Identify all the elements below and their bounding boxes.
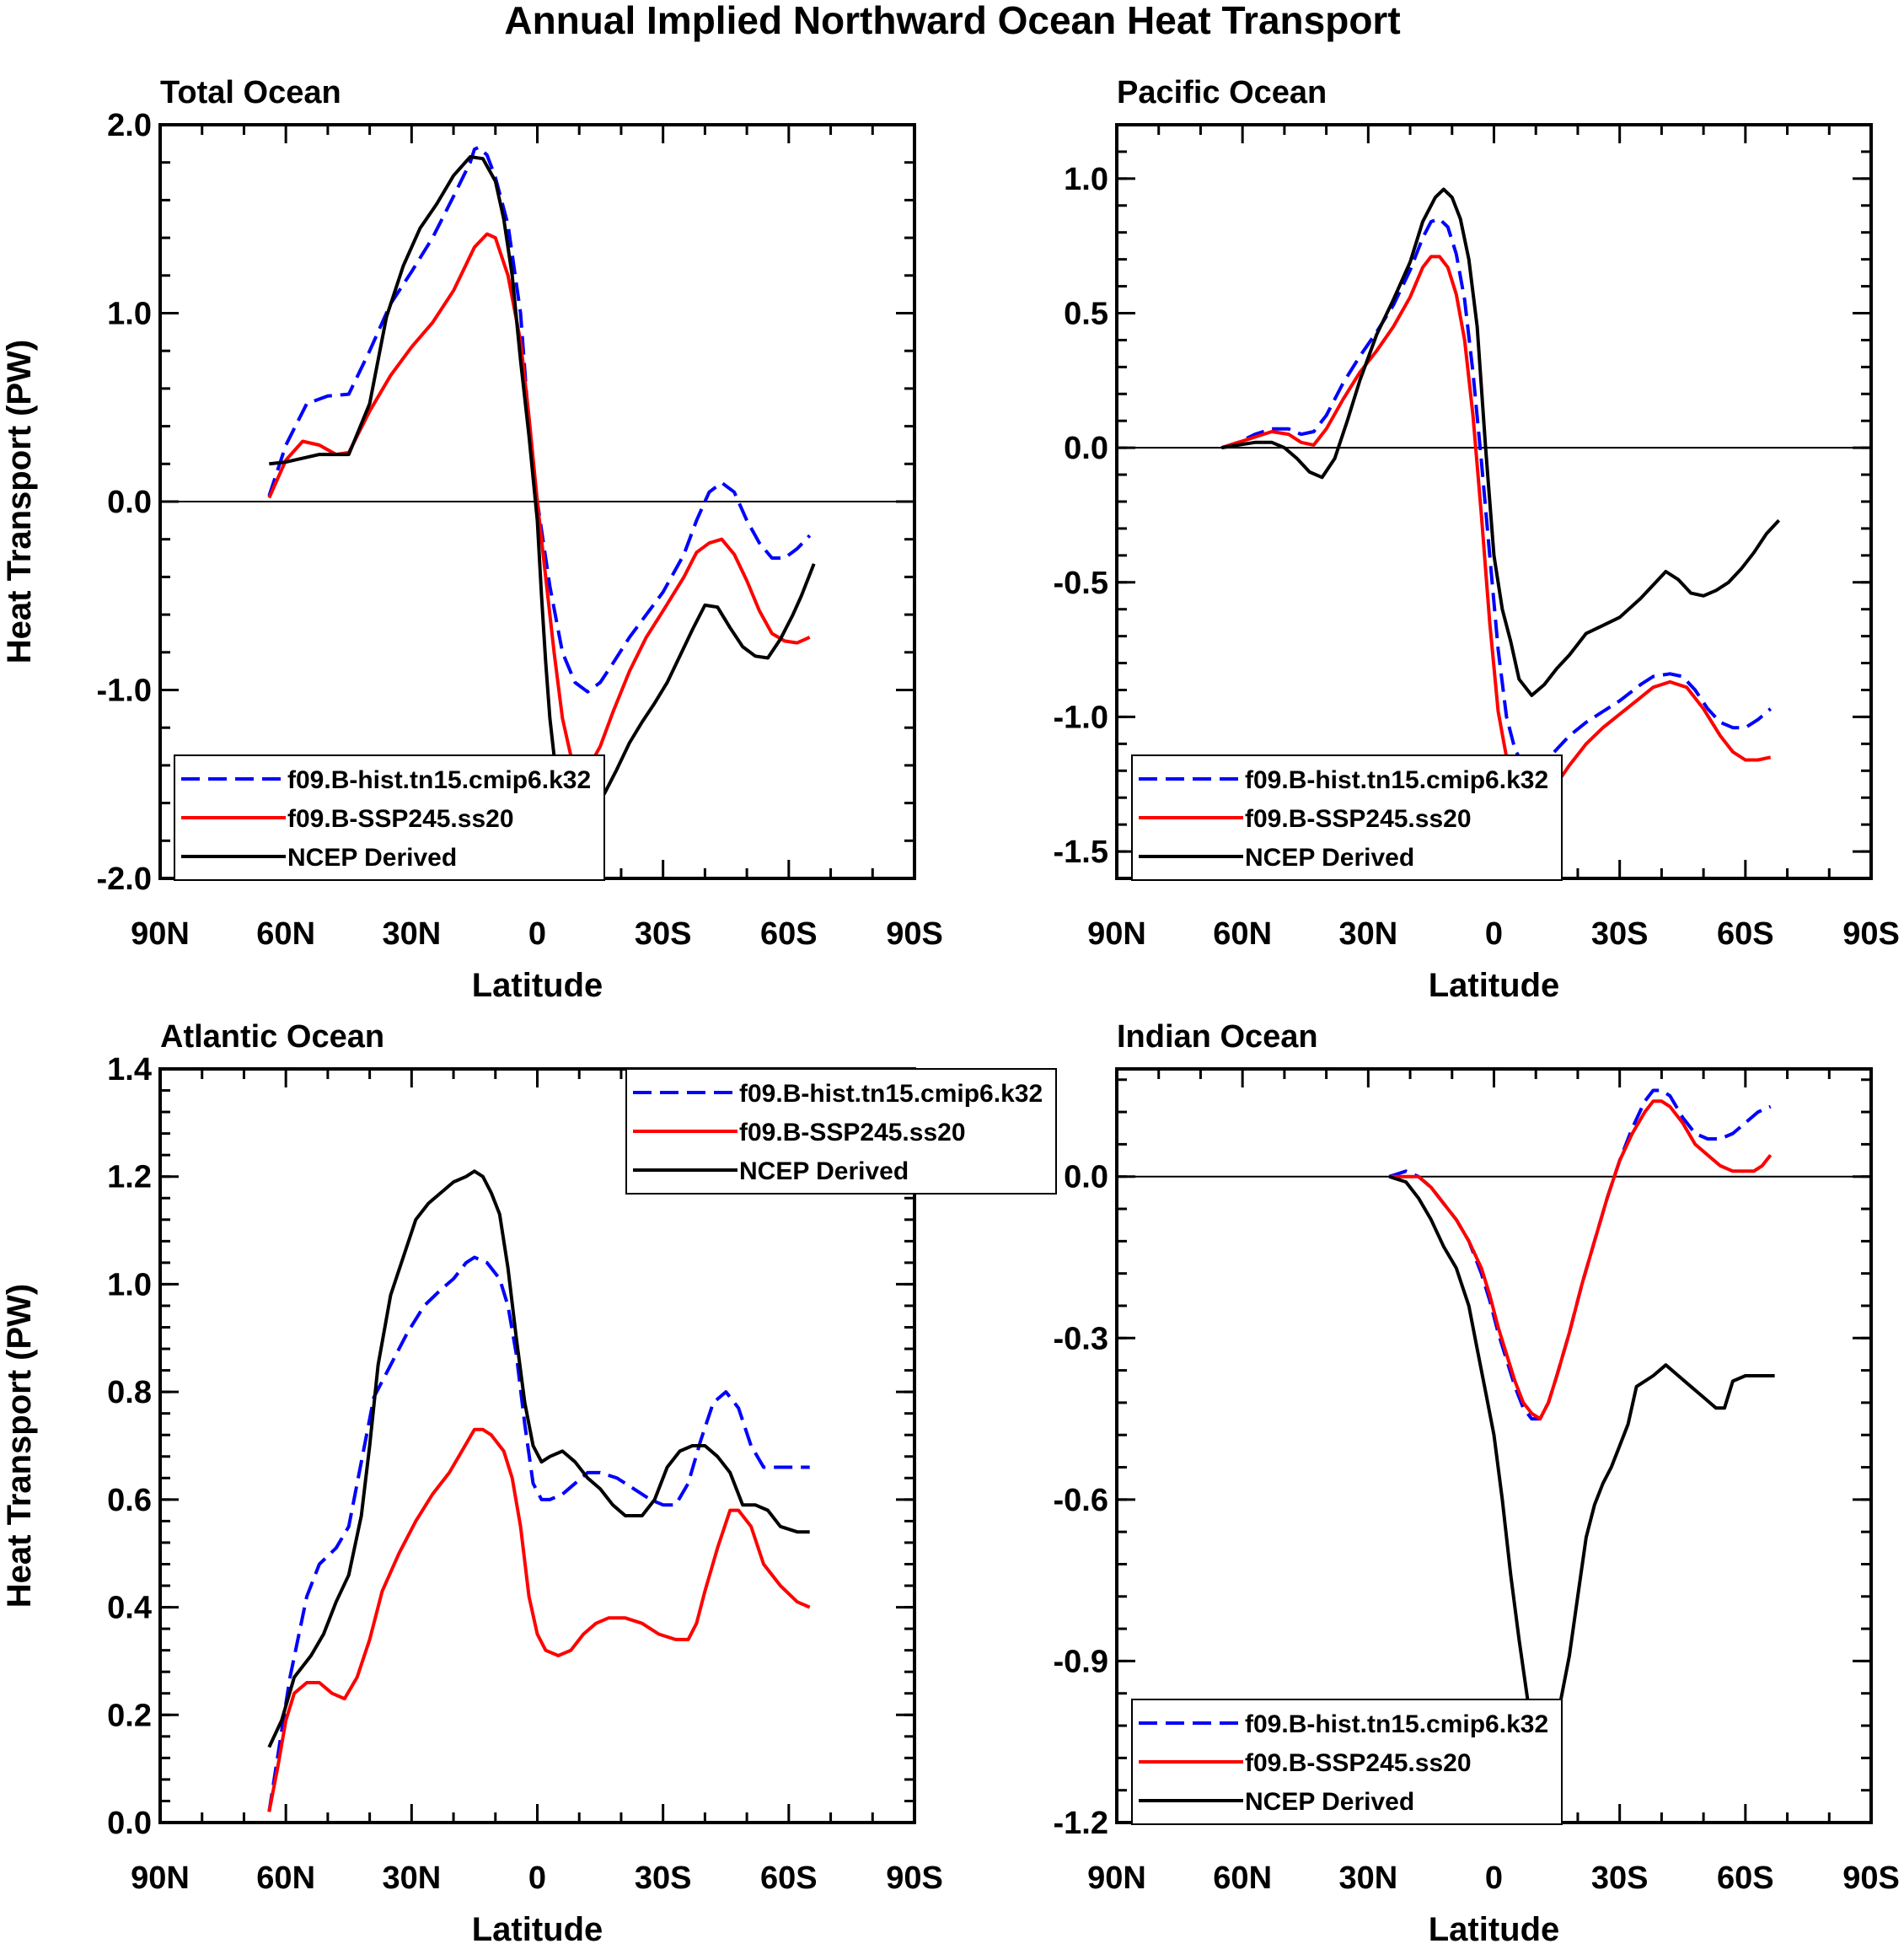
x-tick-label: 30S bbox=[635, 916, 692, 952]
panel-2: Atlantic Ocean 90N 60N 30N 0 30S 60S 90S 0.0 0.2 0… bbox=[1, 1019, 1057, 1948]
x-tick-label: 60N bbox=[1213, 916, 1272, 952]
series-line bbox=[1220, 255, 1772, 805]
series-line bbox=[1388, 1174, 1775, 1744]
x-tick-label: 30S bbox=[1591, 916, 1649, 952]
legend: f09.B-hist.tn15.cmip6.k32 f09.B-SSP245.ss… bbox=[1131, 1699, 1563, 1825]
y-tick-label: -1.0 bbox=[1054, 700, 1108, 735]
legend-label: f09.B-hist.tn15.cmip6.k32 bbox=[287, 766, 591, 794]
x-tick-label: 0 bbox=[1485, 1860, 1503, 1896]
y-tick-label: 0.2 bbox=[107, 1698, 152, 1733]
y-tick-label: 0.8 bbox=[107, 1375, 152, 1410]
x-tick-label: 90N bbox=[1087, 1860, 1146, 1896]
panel-1: Pacific Ocean 90N 60N 30N 0 30S 60S 90S -1.5 -1.0… bbox=[1054, 75, 1900, 1004]
x-tick-label: 90S bbox=[1842, 916, 1900, 952]
y-tick-label: 0.0 bbox=[1064, 1160, 1108, 1195]
y-tick-label: -0.3 bbox=[1054, 1321, 1108, 1356]
panel-title: Total Ocean bbox=[160, 75, 341, 110]
y-tick-label: 0.5 bbox=[1064, 297, 1108, 332]
y-tick-label: 0.4 bbox=[107, 1591, 152, 1626]
legend-label: NCEP Derived bbox=[1245, 1788, 1414, 1816]
y-tick-label: 0.0 bbox=[107, 1806, 152, 1841]
x-tick-label: 30N bbox=[1338, 1860, 1397, 1896]
y-tick-label: 1.4 bbox=[107, 1052, 152, 1087]
y-tick-label: -0.6 bbox=[1054, 1483, 1108, 1518]
x-tick-label: 0 bbox=[528, 1860, 546, 1896]
x-tick-label: 60N bbox=[1213, 1860, 1272, 1896]
series-line bbox=[267, 1427, 811, 1812]
y-tick-label: 1.2 bbox=[107, 1160, 152, 1195]
x-tick-label: 60N bbox=[256, 1860, 315, 1896]
legend-label: f09.B-hist.tn15.cmip6.k32 bbox=[1245, 1710, 1548, 1738]
y-axis-label: Heat Transport (PW) bbox=[1, 1284, 38, 1608]
y-tick-label: -1.2 bbox=[1054, 1806, 1108, 1841]
legend-label: f09.B-SSP245.ss20 bbox=[1245, 1749, 1472, 1777]
x-tick-label: 60N bbox=[256, 916, 315, 952]
figure-title: Annual Implied Northward Ocean Heat Tran… bbox=[504, 0, 1400, 42]
x-tick-label: 30N bbox=[382, 916, 441, 952]
x-tick-label: 60S bbox=[760, 1860, 818, 1896]
x-axis-label: Latitude bbox=[1429, 1911, 1560, 1948]
series-line bbox=[267, 1169, 810, 1748]
panel-3: Indian Ocean 90N 60N 30N 0 30S 60S 90S -1.2 -0.9 -… bbox=[1054, 1019, 1900, 1948]
series-line bbox=[1220, 217, 1773, 773]
series-line bbox=[267, 232, 811, 773]
y-tick-label: -1.5 bbox=[1054, 835, 1108, 870]
x-axis-label: Latitude bbox=[472, 1911, 603, 1948]
legend-label: NCEP Derived bbox=[1245, 844, 1414, 872]
legend-label: f09.B-hist.tn15.cmip6.k32 bbox=[739, 1080, 1043, 1108]
x-tick-label: 60S bbox=[1717, 1860, 1774, 1896]
panel-0: Total Ocean 90N 60N 30N 0 30S 60S 90S -2.0 -1.0 0.… bbox=[1, 75, 943, 1004]
x-tick-label: 90S bbox=[1842, 1860, 1900, 1896]
series-line bbox=[1220, 187, 1781, 697]
y-tick-label: 0.0 bbox=[1064, 431, 1108, 466]
x-tick-label: 90S bbox=[886, 1860, 943, 1896]
legend: f09.B-hist.tn15.cmip6.k32 f09.B-SSP245.ss… bbox=[625, 1068, 1057, 1195]
y-tick-label: 2.0 bbox=[107, 108, 152, 143]
y-tick-label: 1.0 bbox=[107, 1267, 152, 1302]
legend-label: NCEP Derived bbox=[287, 844, 457, 872]
legend-label: f09.B-hist.tn15.cmip6.k32 bbox=[1245, 766, 1548, 794]
x-tick-label: 30S bbox=[635, 1860, 692, 1896]
y-tick-label: 0.0 bbox=[107, 485, 152, 520]
x-axis-label: Latitude bbox=[472, 967, 603, 1004]
series-line bbox=[269, 155, 816, 819]
x-tick-label: 30N bbox=[1338, 916, 1397, 952]
x-tick-label: 90S bbox=[886, 916, 943, 952]
x-tick-label: 60S bbox=[1717, 916, 1774, 952]
series-line bbox=[267, 145, 812, 694]
y-tick-label: 0.6 bbox=[107, 1483, 152, 1518]
legend-label: NCEP Derived bbox=[739, 1157, 909, 1185]
x-tick-label: 30S bbox=[1591, 1860, 1649, 1896]
x-tick-label: 90N bbox=[131, 1860, 190, 1896]
x-tick-label: 0 bbox=[1485, 916, 1503, 952]
legend: f09.B-hist.tn15.cmip6.k32 f09.B-SSP245.ss… bbox=[174, 754, 605, 881]
y-tick-label: -0.9 bbox=[1054, 1644, 1108, 1679]
series-line bbox=[267, 1255, 810, 1812]
series-line bbox=[1388, 1088, 1772, 1421]
legend-label: f09.B-SSP245.ss20 bbox=[739, 1119, 966, 1146]
y-tick-label: -2.0 bbox=[97, 862, 152, 897]
y-tick-label: 1.0 bbox=[107, 297, 152, 332]
x-tick-label: 90N bbox=[131, 916, 190, 952]
plot-frame bbox=[158, 1067, 916, 1824]
x-axis-label: Latitude bbox=[1429, 967, 1560, 1004]
x-tick-label: 60S bbox=[760, 916, 818, 952]
y-tick-label: 1.0 bbox=[1064, 162, 1108, 197]
legend-label: f09.B-SSP245.ss20 bbox=[287, 805, 514, 833]
legend-label: f09.B-SSP245.ss20 bbox=[1245, 805, 1472, 833]
y-tick-label: -1.0 bbox=[97, 674, 152, 709]
y-axis-label: Heat Transport (PW) bbox=[1, 340, 38, 663]
y-tick-label: -0.5 bbox=[1054, 566, 1108, 601]
legend: f09.B-hist.tn15.cmip6.k32 f09.B-SSP245.ss… bbox=[1131, 754, 1563, 881]
x-tick-label: 30N bbox=[382, 1860, 441, 1896]
panel-title: Indian Ocean bbox=[1117, 1019, 1318, 1055]
series-line bbox=[1389, 1099, 1773, 1421]
panel-title: Atlantic Ocean bbox=[160, 1019, 384, 1055]
panel-title: Pacific Ocean bbox=[1117, 75, 1327, 110]
x-tick-label: 90N bbox=[1087, 916, 1146, 952]
x-tick-label: 0 bbox=[528, 916, 546, 952]
